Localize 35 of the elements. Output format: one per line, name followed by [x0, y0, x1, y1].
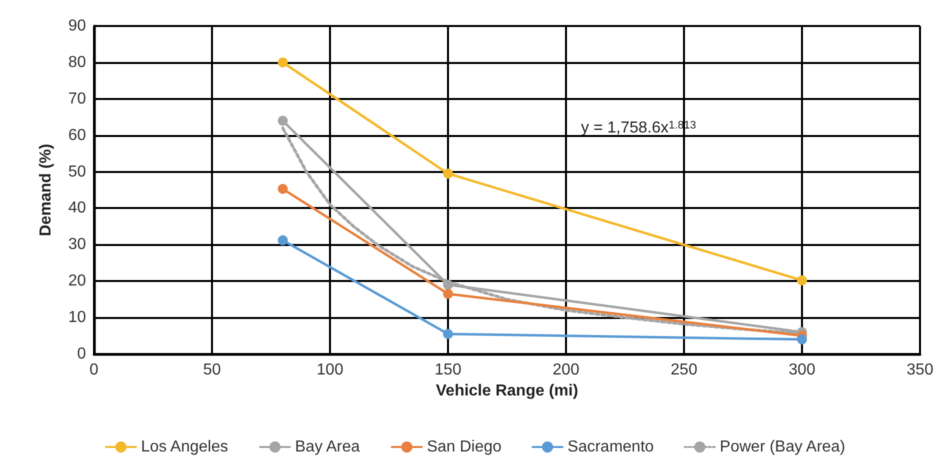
point [443, 168, 453, 179]
x-tick-label: 300 [788, 362, 816, 378]
point [278, 116, 288, 126]
y-tick-label: 90 [68, 18, 86, 34]
x-tick-label: 150 [434, 362, 462, 378]
point [443, 288, 453, 299]
y-tick-label: 80 [68, 54, 86, 71]
x-tick-label: 0 [90, 362, 99, 378]
x-tick-label: 250 [670, 362, 698, 378]
point [797, 334, 807, 344]
y-axis-title: Demand (%) [38, 144, 54, 236]
legend-label: Sacramento [568, 438, 654, 456]
point [278, 184, 288, 194]
legend-label: Power (Bay Area) [720, 438, 846, 456]
y-tick-label: 50 [68, 163, 86, 180]
legend-label: Los Angeles [140, 438, 228, 456]
legend-label: Bay Area [295, 438, 360, 456]
x-tick-label: 50 [203, 362, 221, 378]
y-tick-label: 30 [68, 236, 86, 254]
y-tick-label: 70 [68, 90, 86, 108]
x-axis-title: Vehicle Range (mi) [436, 382, 578, 400]
y-tick-label: 20 [68, 272, 86, 290]
y-tick-label: 60 [68, 126, 86, 144]
point [278, 57, 288, 68]
point [443, 280, 453, 290]
point [278, 235, 288, 246]
legend-label: San Diego [426, 438, 502, 456]
point [797, 275, 807, 286]
y-tick-label: 10 [68, 309, 86, 326]
x-tick-label: 100 [316, 362, 344, 378]
y-tick-label: 0 [77, 346, 86, 362]
x-tick-label: 350 [906, 362, 934, 378]
x-tick-label: 200 [552, 362, 580, 378]
point [443, 328, 453, 339]
y-tick-label: 40 [68, 200, 86, 217]
